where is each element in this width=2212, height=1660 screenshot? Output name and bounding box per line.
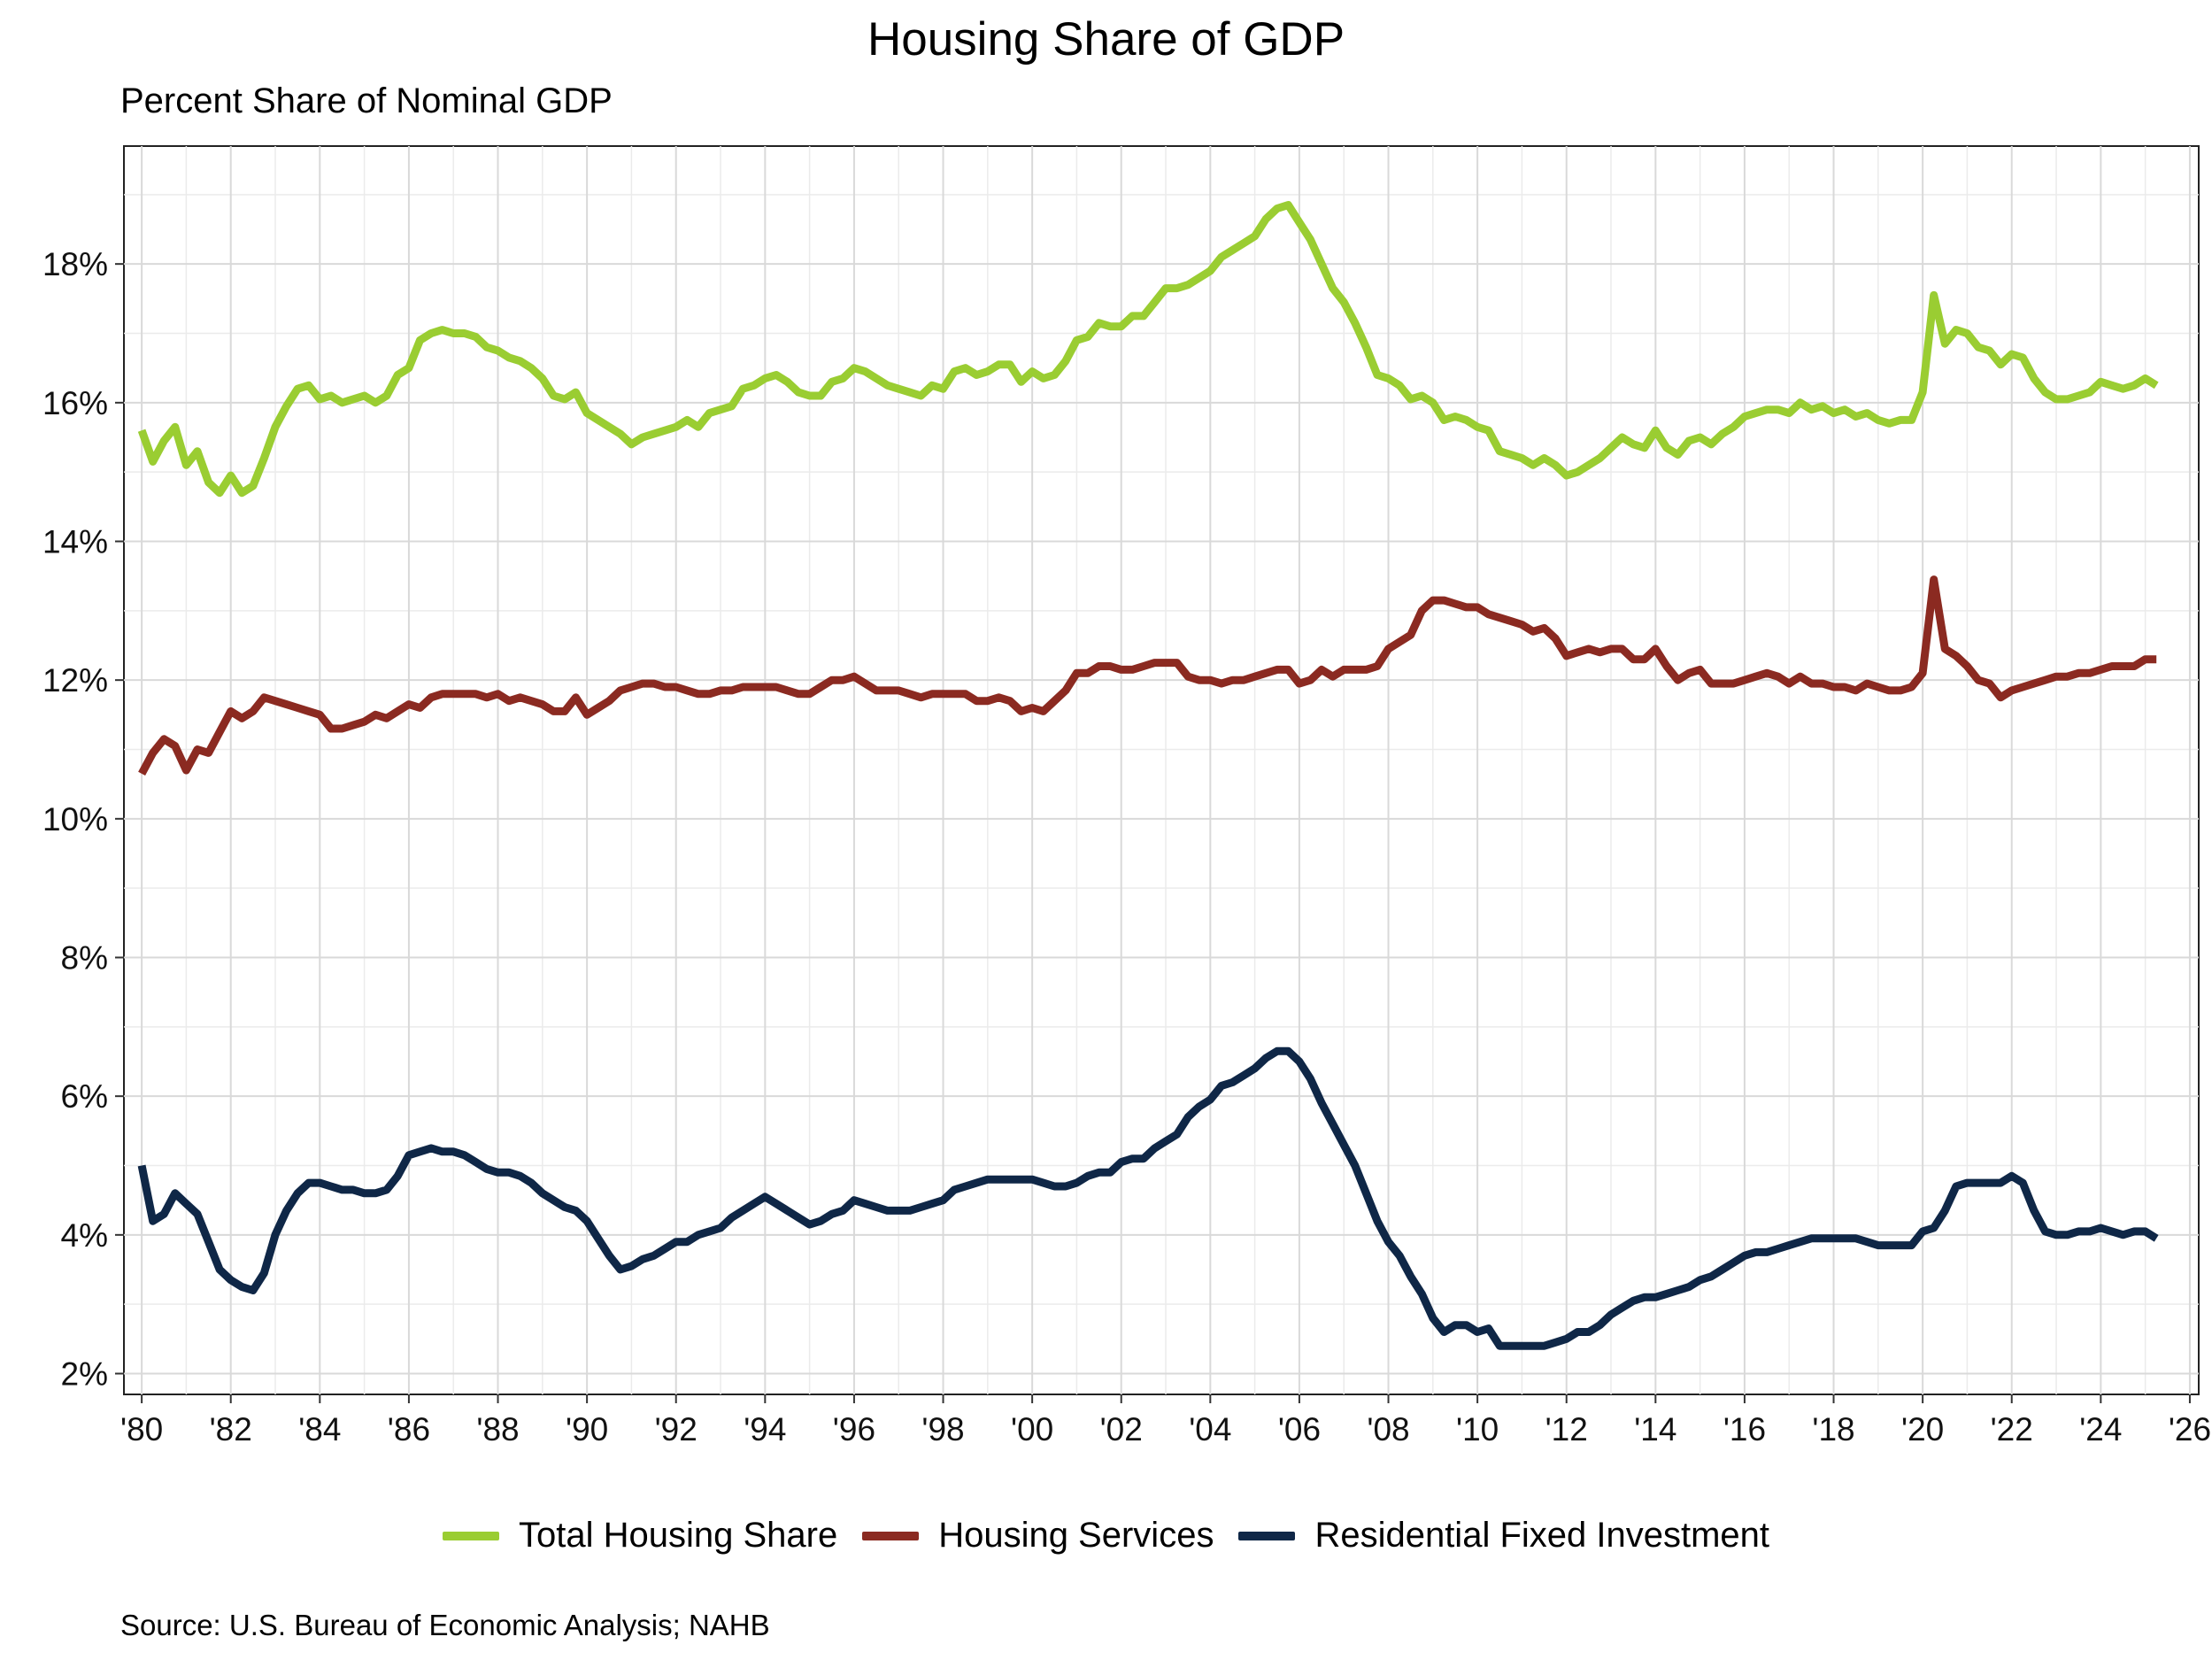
x-tick-label: '06 xyxy=(1278,1411,1321,1448)
legend-label: Residential Fixed Investment xyxy=(1314,1516,1770,1555)
x-tick-label: '80 xyxy=(120,1411,163,1448)
legend-label: Total Housing Share xyxy=(518,1516,838,1555)
legend-swatch xyxy=(1238,1531,1296,1540)
legend-item-housing-services: Housing Services xyxy=(862,1516,1214,1556)
x-tick-label: '88 xyxy=(476,1411,519,1448)
x-tick-label: '14 xyxy=(1634,1411,1676,1448)
plot-panel-border xyxy=(123,145,2200,1395)
legend-label: Housing Services xyxy=(938,1516,1214,1555)
x-tick-label: '08 xyxy=(1367,1411,1409,1448)
y-tick-label: 10% xyxy=(42,801,108,838)
x-tick-label: '82 xyxy=(210,1411,252,1448)
x-tick-label: '26 xyxy=(2169,1411,2211,1448)
x-tick-label: '86 xyxy=(388,1411,430,1448)
source-note: Source: U.S. Bureau of Economic Analysis… xyxy=(120,1609,770,1641)
y-tick-label: 2% xyxy=(61,1356,108,1393)
x-tick-label: '12 xyxy=(1545,1411,1588,1448)
x-tick-label: '92 xyxy=(655,1411,698,1448)
legend-swatch xyxy=(442,1531,499,1540)
grid xyxy=(124,146,2199,1394)
y-tick-label: 4% xyxy=(61,1217,108,1254)
chart-subtitle: Percent Share of Nominal GDP xyxy=(120,81,613,120)
legend-item-residential-fixed-investment: Residential Fixed Investment xyxy=(1238,1516,1769,1556)
x-tick-label: '16 xyxy=(1723,1411,1766,1448)
x-tick-label: '18 xyxy=(1812,1411,1854,1448)
legend: Total Housing Share Housing Services Resid… xyxy=(0,1516,2212,1556)
y-tick-label: 14% xyxy=(42,524,108,560)
x-tick-label: '00 xyxy=(1011,1411,1053,1448)
x-tick-label: '20 xyxy=(1901,1411,1944,1448)
series-lines xyxy=(137,201,2159,1350)
series-line-residential-fixed-investment xyxy=(137,1046,2159,1350)
x-axis: '80 '82 '84 '86 '88 '90 '92 '94 '96 '98 '00 '02 '04 '… xyxy=(120,1394,2211,1448)
x-tick-label: '94 xyxy=(744,1411,786,1448)
y-tick-label: 16% xyxy=(42,385,108,421)
y-axis: 2% 4% 6% 8% 10% 12% 14% 16% 18% xyxy=(42,246,124,1393)
legend-swatch xyxy=(862,1531,920,1540)
x-tick-label: '24 xyxy=(2079,1411,2122,1448)
x-tick-label: '96 xyxy=(833,1411,875,1448)
legend-item-total-housing-share: Total Housing Share xyxy=(442,1516,838,1556)
series-line-housing-services xyxy=(138,575,2157,776)
chart-title: Housing Share of GDP xyxy=(867,13,1345,66)
x-tick-label: '84 xyxy=(298,1411,341,1448)
x-tick-label: '22 xyxy=(1991,1411,2033,1448)
series-line-total-housing-share xyxy=(137,201,2159,498)
y-tick-label: 8% xyxy=(61,940,108,977)
x-tick-label: '02 xyxy=(1100,1411,1143,1448)
x-tick-label: '98 xyxy=(921,1411,964,1448)
y-tick-label: 18% xyxy=(42,246,108,282)
x-tick-label: '90 xyxy=(566,1411,608,1448)
y-tick-label: 12% xyxy=(42,662,108,699)
y-tick-label: 6% xyxy=(61,1078,108,1115)
x-tick-label: '04 xyxy=(1189,1411,1231,1448)
x-tick-label: '10 xyxy=(1456,1411,1499,1448)
